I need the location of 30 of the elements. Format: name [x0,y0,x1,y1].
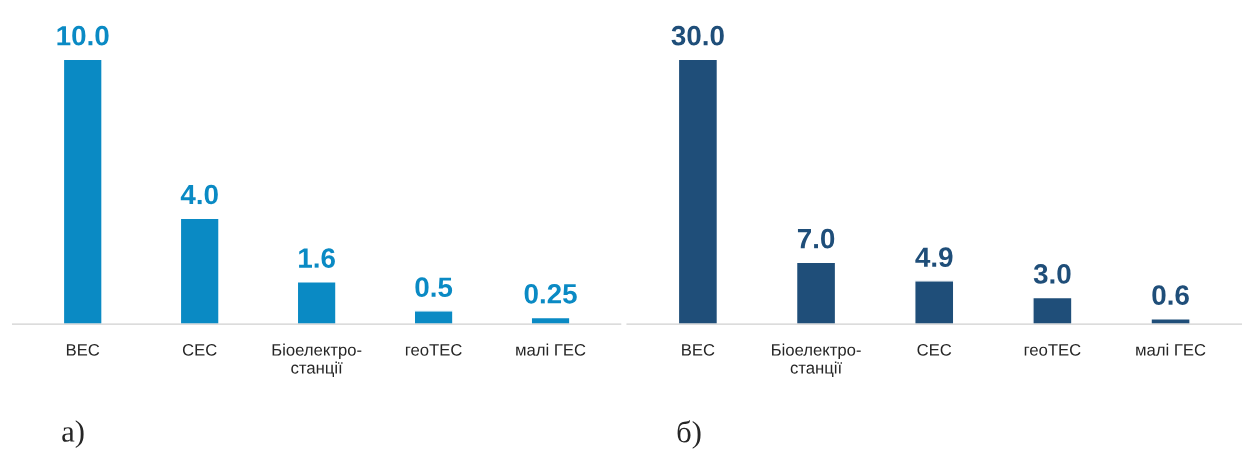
data-label: 3.0 [1033,264,1071,284]
data-label: 4.9 [915,247,953,268]
bar [62,58,103,325]
data-label: 0.6 [1152,285,1189,305]
bar [179,217,220,325]
data-label: 4.0 [180,184,218,205]
text: а) [62,420,84,449]
x-tick-label: малі ГЕС [516,343,586,356]
data-label: 0.5 [415,277,453,298]
x-tick-label: ВЕС [66,343,100,356]
bar [296,281,337,325]
x-tick-label: СЕС [917,343,952,356]
bar [795,261,837,325]
x-tick-label: геоТЕС [1024,343,1081,356]
x-tick-label: СЕС [182,343,217,356]
data-label: 30.0 [671,25,724,46]
bar [1032,296,1073,325]
data-label: 0.25 [524,283,577,304]
data-label: 10.0 [57,25,109,46]
x-tick-label: Біоелектро- станції [272,343,362,377]
bar [413,310,454,325]
x-tick-label: Біоелектро- станції [772,343,861,377]
x-tick-label: ВЕС [682,343,715,356]
x-tick-label: малі ГЕС [1136,343,1206,356]
x-tick-label: геоТЕС [405,343,462,356]
bar [677,58,719,325]
bar [914,280,955,325]
data-label: 1.6 [299,248,335,268]
text: б) [677,420,701,449]
data-label: 7.0 [797,228,835,249]
